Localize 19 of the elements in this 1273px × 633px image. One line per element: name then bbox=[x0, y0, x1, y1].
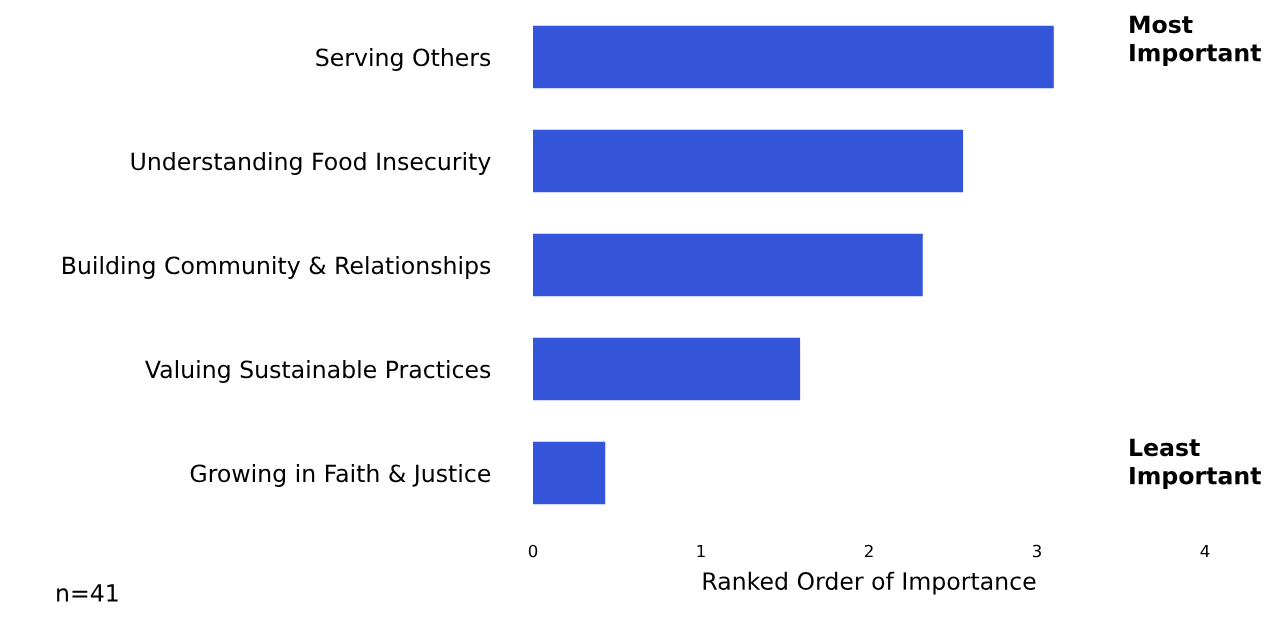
annotation: Most Important bbox=[1130, 15, 1261, 67]
x-axis-title: Ranked Order of Importance bbox=[703, 571, 1036, 595]
x-tick-label: 4 bbox=[1200, 544, 1210, 558]
y-tick-label: Building Community & Relationships bbox=[63, 256, 491, 279]
bar bbox=[533, 337, 801, 401]
y-tick-label: Valuing Sustainable Practices bbox=[145, 360, 491, 383]
annotation: Least Important bbox=[1130, 438, 1261, 490]
x-tick-label: 2 bbox=[864, 544, 873, 558]
bar bbox=[533, 441, 606, 505]
y-tick-label: Understanding Food Insecurity bbox=[131, 152, 491, 175]
y-tick-label: Growing in Faith & Justice bbox=[190, 464, 491, 487]
bar bbox=[533, 233, 923, 297]
y-tick-label: Serving Others bbox=[316, 48, 491, 71]
text: n=41 bbox=[57, 584, 118, 602]
x-tick-label: 0 bbox=[528, 544, 538, 558]
x-tick-label: 3 bbox=[1032, 544, 1041, 558]
bar bbox=[533, 25, 1054, 89]
x-tick-label: 1 bbox=[697, 544, 705, 558]
bar bbox=[533, 129, 964, 193]
